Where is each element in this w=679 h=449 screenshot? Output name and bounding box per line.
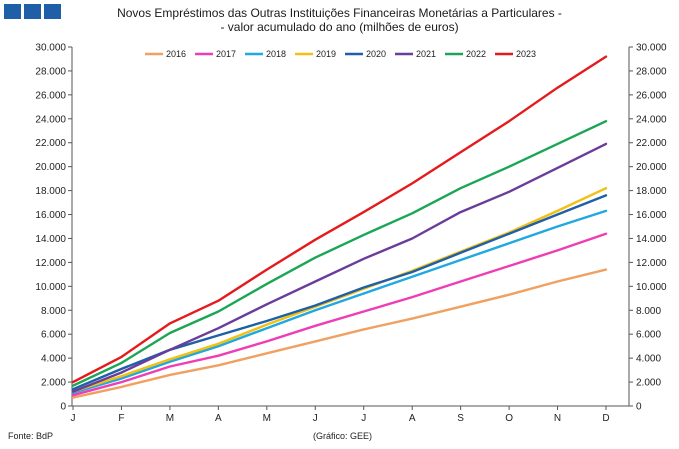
y-tick-label-right: 6.000 [636, 330, 661, 341]
y-tick-label-right: 0 [636, 402, 642, 413]
series-line-2017 [71, 232, 608, 397]
y-tick-label-right: 8.000 [636, 306, 661, 317]
x-tick-label: A [409, 413, 416, 424]
y-tick-label-right: 16.000 [636, 210, 667, 221]
series-line-2023 [71, 55, 608, 384]
x-tick-label: M [263, 413, 271, 424]
y-tick-label-left: 20.000 [35, 162, 66, 173]
y-tick-label-left: 2.000 [41, 378, 66, 389]
y-tick-label-left: 18.000 [35, 186, 66, 197]
y-tick-label-right: 4.000 [636, 354, 661, 365]
y-tick-label-left: 0 [60, 402, 66, 413]
y-tick-label-left: 22.000 [35, 138, 66, 149]
y-tick-label-right: 20.000 [636, 162, 667, 173]
y-tick-label-left: 10.000 [35, 282, 66, 293]
y-tick-label-left: 12.000 [35, 258, 66, 269]
y-tick-label-right: 14.000 [636, 234, 667, 245]
x-tick-label: O [505, 413, 513, 424]
x-tick-label: M [166, 413, 174, 424]
chart-title-line-2: - valor acumulado do ano (milhões de eur… [220, 20, 459, 34]
y-tick-label-right: 26.000 [636, 90, 667, 101]
y-tick-label-right: 28.000 [636, 66, 667, 77]
y-tick-label-left: 28.000 [35, 66, 66, 77]
y-tick-label-right: 12.000 [636, 258, 667, 269]
series-line-2018 [71, 209, 608, 394]
series-line-2021 [71, 142, 608, 393]
y-tick-label-left: 16.000 [35, 210, 66, 221]
y-tick-label-right: 30.000 [636, 43, 667, 54]
y-tick-label-right: 2.000 [636, 378, 661, 389]
y-tick-label-left: 4.000 [41, 354, 66, 365]
legend-label-2019: 2019 [316, 49, 336, 59]
x-tick-label: D [602, 413, 609, 424]
legend-label-2016: 2016 [166, 49, 186, 59]
y-tick-label-left: 14.000 [35, 234, 66, 245]
y-tick-label-left: 24.000 [35, 114, 66, 125]
legend-label-2020: 2020 [366, 49, 386, 59]
legend-label-2022: 2022 [466, 49, 486, 59]
series-line-2016 [71, 268, 608, 399]
legend-label-2023: 2023 [516, 49, 536, 59]
x-tick-label: J [313, 413, 318, 424]
x-tick-label: J [361, 413, 366, 424]
x-tick-label: N [554, 413, 561, 424]
x-tick-label: S [457, 413, 464, 424]
legend-label-2017: 2017 [216, 49, 236, 59]
credit-note: (Gráfico: GEE) [313, 431, 373, 441]
legend-label-2021: 2021 [416, 49, 436, 59]
y-tick-label-left: 26.000 [35, 90, 66, 101]
x-tick-label: J [71, 413, 76, 424]
x-tick-label: A [215, 413, 222, 424]
y-tick-label-right: 24.000 [636, 114, 667, 125]
y-tick-label-right: 10.000 [636, 282, 667, 293]
source-note: Fonte: BdP [8, 431, 54, 441]
y-tick-label-right: 22.000 [636, 138, 667, 149]
y-tick-label-left: 8.000 [41, 306, 66, 317]
y-tick-label-right: 18.000 [636, 186, 667, 197]
chart-title: Novos Empréstimos das Outras Instituiçõe… [0, 6, 679, 34]
chart-title-line-1: Novos Empréstimos das Outras Instituiçõe… [117, 6, 562, 20]
y-tick-label-left: 30.000 [35, 43, 66, 54]
y-tick-label-left: 6.000 [41, 330, 66, 341]
x-tick-label: F [118, 413, 124, 424]
legend-label-2018: 2018 [266, 49, 286, 59]
series-line-2022 [71, 119, 608, 387]
logo [4, 4, 61, 19]
